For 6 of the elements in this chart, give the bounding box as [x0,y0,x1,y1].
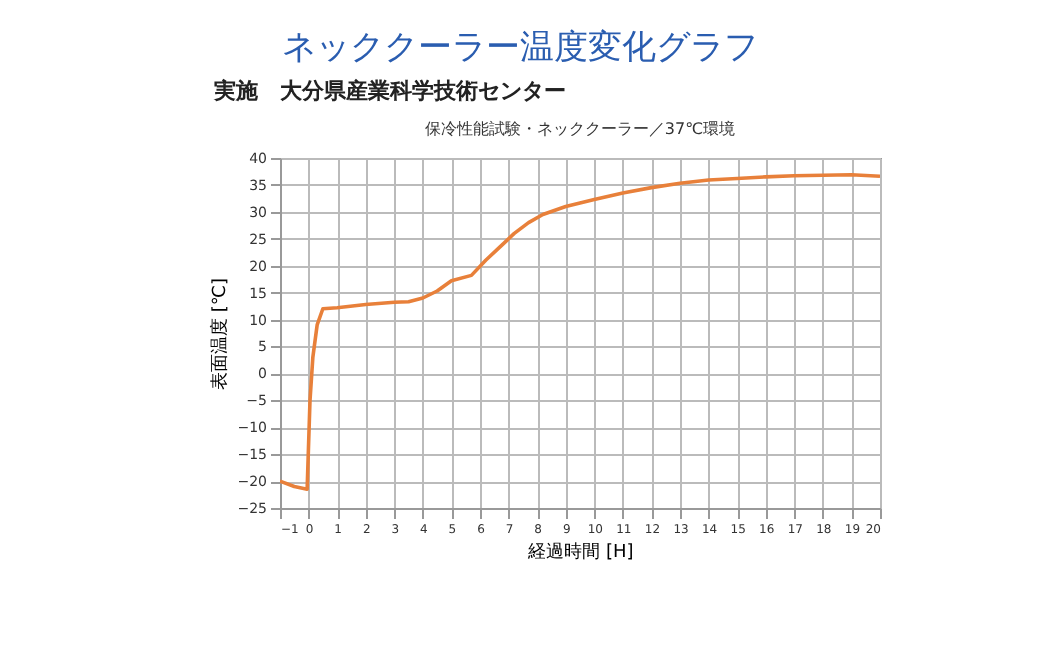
chart-title: ネッククーラー温度変化グラフ [280,26,760,72]
chart-subtitle: 実施 大分県産業科学技術センター [214,76,568,108]
x-axis-title: 経過時間 [H] [526,541,634,563]
line-series [280,172,880,491]
y-axis-title: 表面温度 [℃] [209,278,232,390]
text: 保冷性能試験・ネッククーラー／37℃環境 [424,120,736,138]
